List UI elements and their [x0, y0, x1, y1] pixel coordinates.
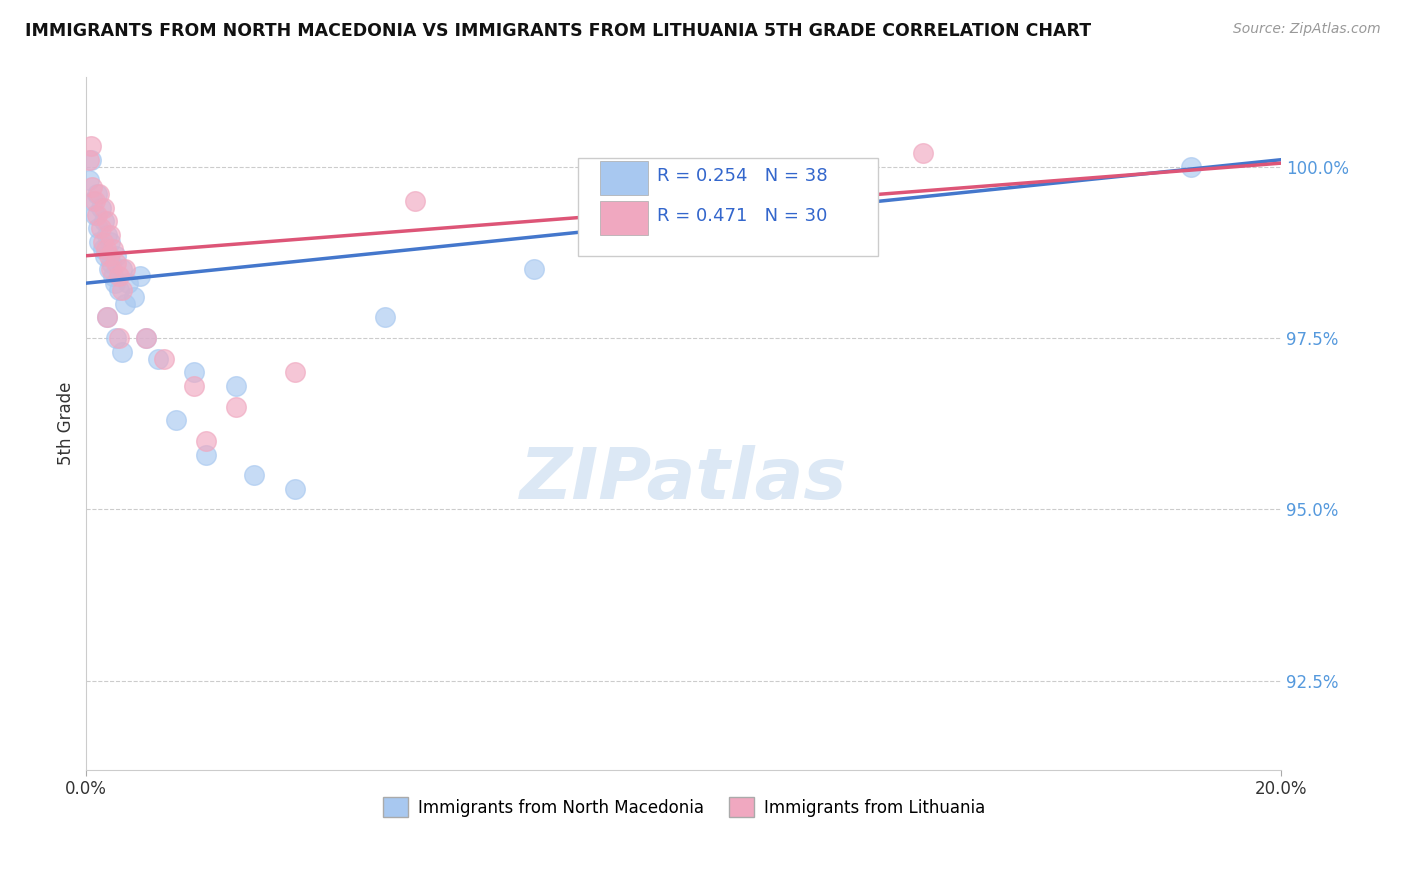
Point [225, 379, 247, 393]
Point [911, 145, 934, 160]
Point [96, 310, 118, 325]
Point [108, 331, 131, 345]
Point [613, 173, 636, 187]
Point [93, 214, 115, 228]
Point [135, 331, 157, 345]
Y-axis label: 5th Grade: 5th Grade [58, 382, 75, 466]
Point [96, 228, 118, 243]
Point [77, 153, 100, 167]
FancyBboxPatch shape [600, 161, 648, 195]
Point [93, 201, 115, 215]
Point [523, 262, 546, 277]
Point [96, 214, 118, 228]
Point [91, 235, 114, 249]
Point [108, 283, 131, 297]
Point [77, 173, 100, 187]
FancyBboxPatch shape [600, 201, 648, 235]
Point [96, 310, 118, 325]
Point [80, 153, 103, 167]
Point [98, 249, 121, 263]
Point [108, 269, 131, 284]
Point [91, 242, 114, 256]
Point [87, 221, 110, 235]
Point [153, 351, 176, 366]
Point [129, 269, 152, 284]
Point [100, 262, 122, 277]
Text: Source: ZipAtlas.com: Source: ZipAtlas.com [1233, 22, 1381, 37]
Point [135, 331, 157, 345]
Point [194, 448, 217, 462]
Point [165, 413, 187, 427]
Point [114, 296, 136, 310]
Point [89, 186, 111, 201]
Point [225, 400, 247, 414]
FancyBboxPatch shape [578, 159, 879, 256]
Point [111, 283, 134, 297]
Point [114, 262, 136, 277]
Point [80, 139, 103, 153]
Point [122, 290, 145, 304]
Point [100, 255, 122, 269]
Point [84, 208, 107, 222]
Point [90, 221, 112, 235]
Point [117, 276, 139, 290]
Point [105, 249, 128, 263]
Point [111, 262, 134, 277]
Point [94, 242, 117, 256]
Point [98, 228, 121, 243]
Text: R = 0.471   N = 30: R = 0.471 N = 30 [658, 207, 828, 225]
Point [1180, 160, 1202, 174]
Text: R = 0.254   N = 38: R = 0.254 N = 38 [658, 168, 828, 186]
Point [374, 310, 396, 325]
Point [284, 482, 307, 496]
Point [89, 235, 111, 249]
Point [101, 242, 124, 256]
Point [82, 180, 104, 194]
Point [146, 351, 169, 366]
Point [104, 276, 127, 290]
Point [90, 201, 112, 215]
Text: ZIPatlas: ZIPatlas [520, 444, 848, 514]
Point [111, 344, 134, 359]
Point [183, 379, 205, 393]
Legend: Immigrants from North Macedonia, Immigrants from Lithuania: Immigrants from North Macedonia, Immigra… [375, 790, 991, 824]
Point [94, 249, 117, 263]
Text: IMMIGRANTS FROM NORTH MACEDONIA VS IMMIGRANTS FROM LITHUANIA 5TH GRADE CORRELATI: IMMIGRANTS FROM NORTH MACEDONIA VS IMMIG… [25, 22, 1091, 40]
Point [194, 434, 217, 448]
Point [101, 269, 124, 284]
Point [105, 255, 128, 269]
Point [404, 194, 426, 208]
Point [84, 194, 107, 208]
Point [82, 194, 104, 208]
Point [183, 365, 205, 379]
Point [86, 208, 108, 222]
Point [98, 262, 121, 277]
Point [242, 468, 264, 483]
Point [284, 365, 307, 379]
Point [98, 235, 121, 249]
Point [86, 186, 108, 201]
Point [105, 331, 128, 345]
